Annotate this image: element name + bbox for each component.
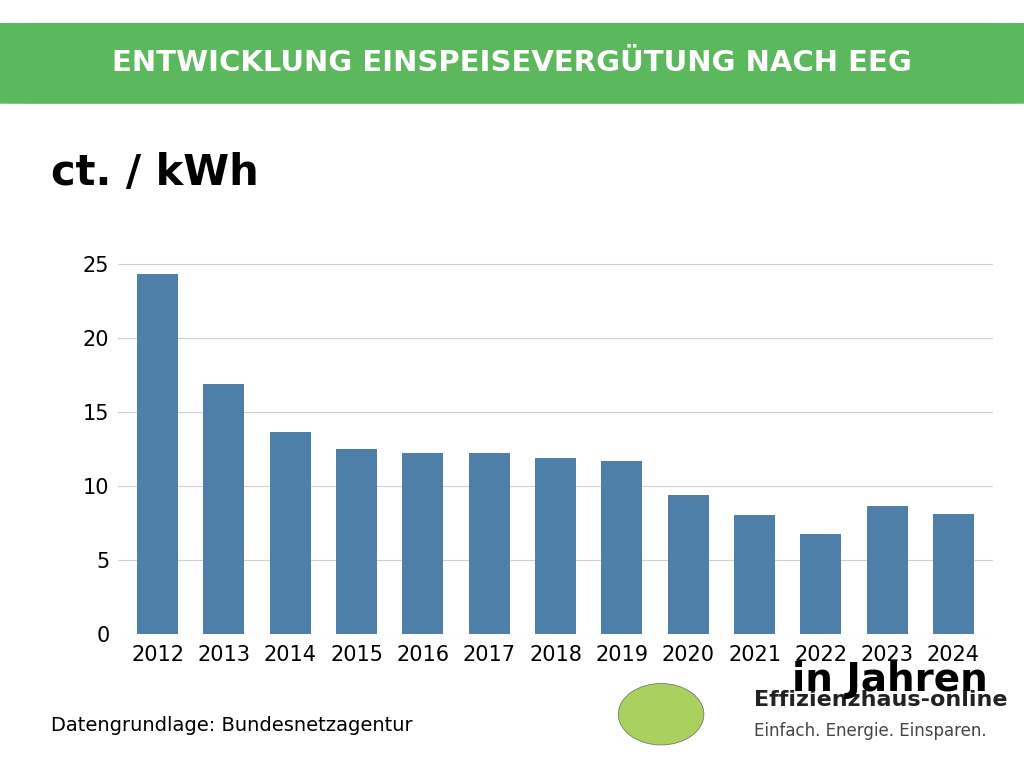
Bar — [933, 514, 974, 634]
Bar — [336, 449, 377, 634]
Bar — [668, 495, 709, 634]
Bar — [137, 274, 178, 634]
Text: ct. / kWh: ct. / kWh — [51, 152, 259, 194]
Bar — [866, 506, 907, 634]
Text: in Jahren: in Jahren — [793, 660, 988, 699]
Text: ENTWICKLUNG EINSPEISEVERGÜTUNG NACH EEG: ENTWICKLUNG EINSPEISEVERGÜTUNG NACH EEG — [112, 49, 912, 78]
Bar — [535, 458, 577, 634]
Text: Datengrundlage: Bundesnetzagentur: Datengrundlage: Bundesnetzagentur — [51, 717, 413, 735]
Bar — [801, 535, 842, 634]
Bar — [601, 461, 642, 634]
Text: Effizienzhaus-online: Effizienzhaus-online — [755, 690, 1008, 710]
Ellipse shape — [618, 684, 703, 745]
Bar — [269, 432, 310, 634]
Bar — [469, 453, 510, 634]
Bar — [402, 453, 443, 634]
FancyBboxPatch shape — [0, 23, 1024, 104]
Bar — [204, 384, 245, 634]
Text: Einfach. Energie. Einsparen.: Einfach. Energie. Einsparen. — [755, 722, 987, 740]
Bar — [734, 515, 775, 634]
